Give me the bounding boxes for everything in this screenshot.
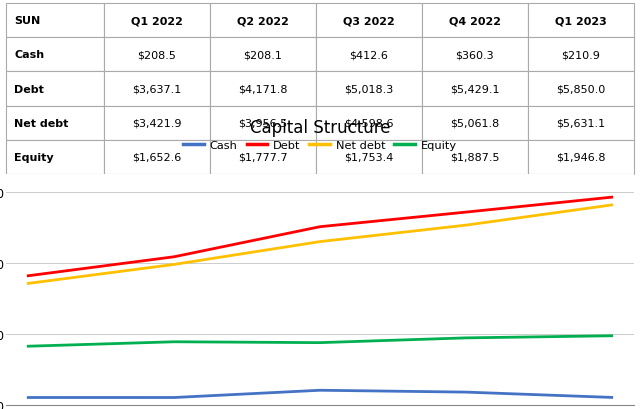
Text: Q1 2022: Q1 2022	[131, 16, 182, 26]
Bar	[422, 72, 527, 106]
Bar	[316, 141, 422, 175]
Text: Net debt: Net debt	[14, 119, 68, 128]
Text: $1,753.4: $1,753.4	[344, 153, 394, 163]
Text: $5,850.0: $5,850.0	[556, 84, 605, 94]
Bar	[316, 4, 422, 38]
Text: Debt: Debt	[14, 84, 44, 94]
Text: $412.6: $412.6	[349, 50, 388, 60]
Text: $1,777.7: $1,777.7	[238, 153, 287, 163]
Bar	[422, 106, 527, 141]
Text: $1,652.6: $1,652.6	[132, 153, 181, 163]
Text: $360.3: $360.3	[455, 50, 494, 60]
Bar	[104, 141, 210, 175]
Text: Q2 2022: Q2 2022	[237, 16, 289, 26]
Title: Capital Structure: Capital Structure	[250, 119, 390, 137]
Text: Cash: Cash	[14, 50, 44, 60]
Bar	[422, 141, 527, 175]
Bar	[316, 38, 422, 72]
Bar	[210, 72, 316, 106]
Bar	[527, 38, 634, 72]
Text: $4,598.6: $4,598.6	[344, 119, 394, 128]
Bar	[104, 4, 210, 38]
Text: Q4 2022: Q4 2022	[449, 16, 500, 26]
Bar	[316, 106, 422, 141]
Text: $208.1: $208.1	[243, 50, 282, 60]
Bar	[210, 141, 316, 175]
Bar	[527, 141, 634, 175]
Bar	[422, 4, 527, 38]
Text: $3,956.5: $3,956.5	[238, 119, 287, 128]
Text: Q1 2023: Q1 2023	[555, 16, 607, 26]
Bar	[104, 38, 210, 72]
Text: $5,631.1: $5,631.1	[556, 119, 605, 128]
Legend: Cash, Debt, Net debt, Equity: Cash, Debt, Net debt, Equity	[179, 137, 461, 156]
Bar	[422, 38, 527, 72]
Bar	[210, 106, 316, 141]
Bar	[527, 72, 634, 106]
Text: $3,637.1: $3,637.1	[132, 84, 181, 94]
Bar	[6, 72, 104, 106]
Text: $208.5: $208.5	[137, 50, 176, 60]
Bar	[6, 4, 104, 38]
Bar	[527, 106, 634, 141]
Text: SUN: SUN	[14, 16, 40, 26]
Text: $3,421.9: $3,421.9	[132, 119, 181, 128]
Bar	[104, 106, 210, 141]
Text: $5,018.3: $5,018.3	[344, 84, 393, 94]
Bar	[210, 38, 316, 72]
Bar	[6, 106, 104, 141]
Text: $5,429.1: $5,429.1	[450, 84, 499, 94]
Bar	[104, 72, 210, 106]
Text: $1,946.8: $1,946.8	[556, 153, 605, 163]
Text: Equity: Equity	[14, 153, 54, 163]
Text: $4,171.8: $4,171.8	[238, 84, 287, 94]
Text: $5,061.8: $5,061.8	[450, 119, 499, 128]
Bar	[527, 4, 634, 38]
Bar	[210, 4, 316, 38]
Bar	[6, 141, 104, 175]
Bar	[6, 38, 104, 72]
Bar	[316, 72, 422, 106]
Text: Q3 2022: Q3 2022	[343, 16, 394, 26]
Text: $1,887.5: $1,887.5	[450, 153, 499, 163]
Text: $210.9: $210.9	[561, 50, 600, 60]
